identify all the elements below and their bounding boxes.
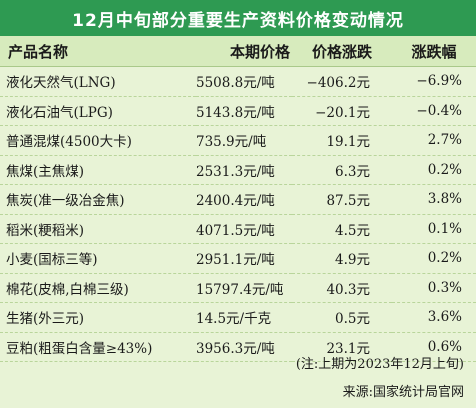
price-change: −406.2元 xyxy=(292,66,392,97)
source-credit: 来源:国家统计局官网 xyxy=(342,385,464,400)
change-percent: 0.2% xyxy=(392,155,476,185)
header-product-name: 产品名称 xyxy=(0,36,196,67)
table-row: 液化石油气(LPG) 5143.8元/吨 −20.1元 −0.4% xyxy=(0,96,476,126)
table-row: 稻米(粳稻米) 4071.5元/吨 4.5元 0.1% xyxy=(0,214,476,244)
product-name: 焦炭(准一级冶金焦) xyxy=(0,184,196,215)
current-price: 2951.1元/吨 xyxy=(196,243,292,274)
table-title: 12月中旬部分重要生产资料价格变动情况 xyxy=(72,10,404,31)
current-price: 5508.8元/吨 xyxy=(196,66,292,97)
table-row: 普通混煤(4500大卡) 735.9元/吨 19.1元 2.7% xyxy=(0,125,476,156)
price-change: 87.5元 xyxy=(292,184,392,215)
product-name: 焦煤(主焦煤) xyxy=(0,155,196,185)
price-change: 4.5元 xyxy=(292,214,392,244)
table-row: 豆粕(粗蛋白含量≥43%) 3956.3元/吨 23.1元 0.6% xyxy=(0,332,476,362)
table-row: 生猪(外三元) 14.5元/千克 0.5元 3.6% xyxy=(0,302,476,333)
header-row: 产品名称 本期价格 价格涨跌 涨跌幅 xyxy=(0,36,476,67)
product-name: 液化天然气(LNG) xyxy=(0,66,196,97)
current-price: 14.5元/千克 xyxy=(196,302,292,333)
table-row: 液化天然气(LNG) 5508.8元/吨 −406.2元 −6.9% xyxy=(0,66,476,97)
current-price: 5143.8元/吨 xyxy=(196,96,292,126)
change-percent: 0.2% xyxy=(392,243,476,274)
change-percent: −0.4% xyxy=(392,96,476,126)
change-percent: 2.7% xyxy=(392,125,476,156)
current-price: 735.9元/吨 xyxy=(196,125,292,156)
table-row: 棉花(皮棉,白棉三级) 15797.4元/吨 40.3元 0.3% xyxy=(0,273,476,303)
footnote: (注:上期为2023年12月上旬) xyxy=(295,357,464,372)
change-percent: −6.9% xyxy=(392,66,476,97)
product-name: 棉花(皮棉,白棉三级) xyxy=(0,273,196,303)
change-percent: 0.3% xyxy=(392,273,476,303)
header-change-percent: 涨跌幅 xyxy=(392,36,476,67)
price-change: −20.1元 xyxy=(292,96,392,126)
product-name: 普通混煤(4500大卡) xyxy=(0,125,196,156)
current-price: 2400.4元/吨 xyxy=(196,184,292,215)
table-row: 小麦(国标三等) 2951.1元/吨 4.9元 0.2% xyxy=(0,243,476,274)
price-table: 产品名称 本期价格 价格涨跌 涨跌幅 液化天然气(LNG) 5508.8元/吨 … xyxy=(0,36,476,362)
price-change: 23.1元 xyxy=(292,332,392,362)
title-bar: 12月中旬部分重要生产资料价格变动情况 xyxy=(0,0,476,36)
product-name: 小麦(国标三等) xyxy=(0,243,196,274)
change-percent: 0.1% xyxy=(392,214,476,244)
price-change: 0.5元 xyxy=(292,302,392,333)
product-name: 生猪(外三元) xyxy=(0,302,196,333)
product-name: 液化石油气(LPG) xyxy=(0,96,196,126)
change-percent: 3.6% xyxy=(392,302,476,333)
header-current-price: 本期价格 xyxy=(196,36,292,67)
header-price-change: 价格涨跌 xyxy=(292,36,392,67)
table-row: 焦煤(主焦煤) 2531.3元/吨 6.3元 0.2% xyxy=(0,155,476,185)
current-price: 15797.4元/吨 xyxy=(196,273,292,303)
price-change: 6.3元 xyxy=(292,155,392,185)
price-change: 19.1元 xyxy=(292,125,392,156)
current-price: 3956.3元/吨 xyxy=(196,332,292,362)
product-name: 稻米(粳稻米) xyxy=(0,214,196,244)
change-percent: 0.6% xyxy=(392,332,476,362)
table-row: 焦炭(准一级冶金焦) 2400.4元/吨 87.5元 3.8% xyxy=(0,184,476,215)
product-name: 豆粕(粗蛋白含量≥43%) xyxy=(0,332,196,362)
current-price: 2531.3元/吨 xyxy=(196,155,292,185)
price-change: 4.9元 xyxy=(292,243,392,274)
change-percent: 3.8% xyxy=(392,184,476,215)
price-change: 40.3元 xyxy=(292,273,392,303)
current-price: 4071.5元/吨 xyxy=(196,214,292,244)
